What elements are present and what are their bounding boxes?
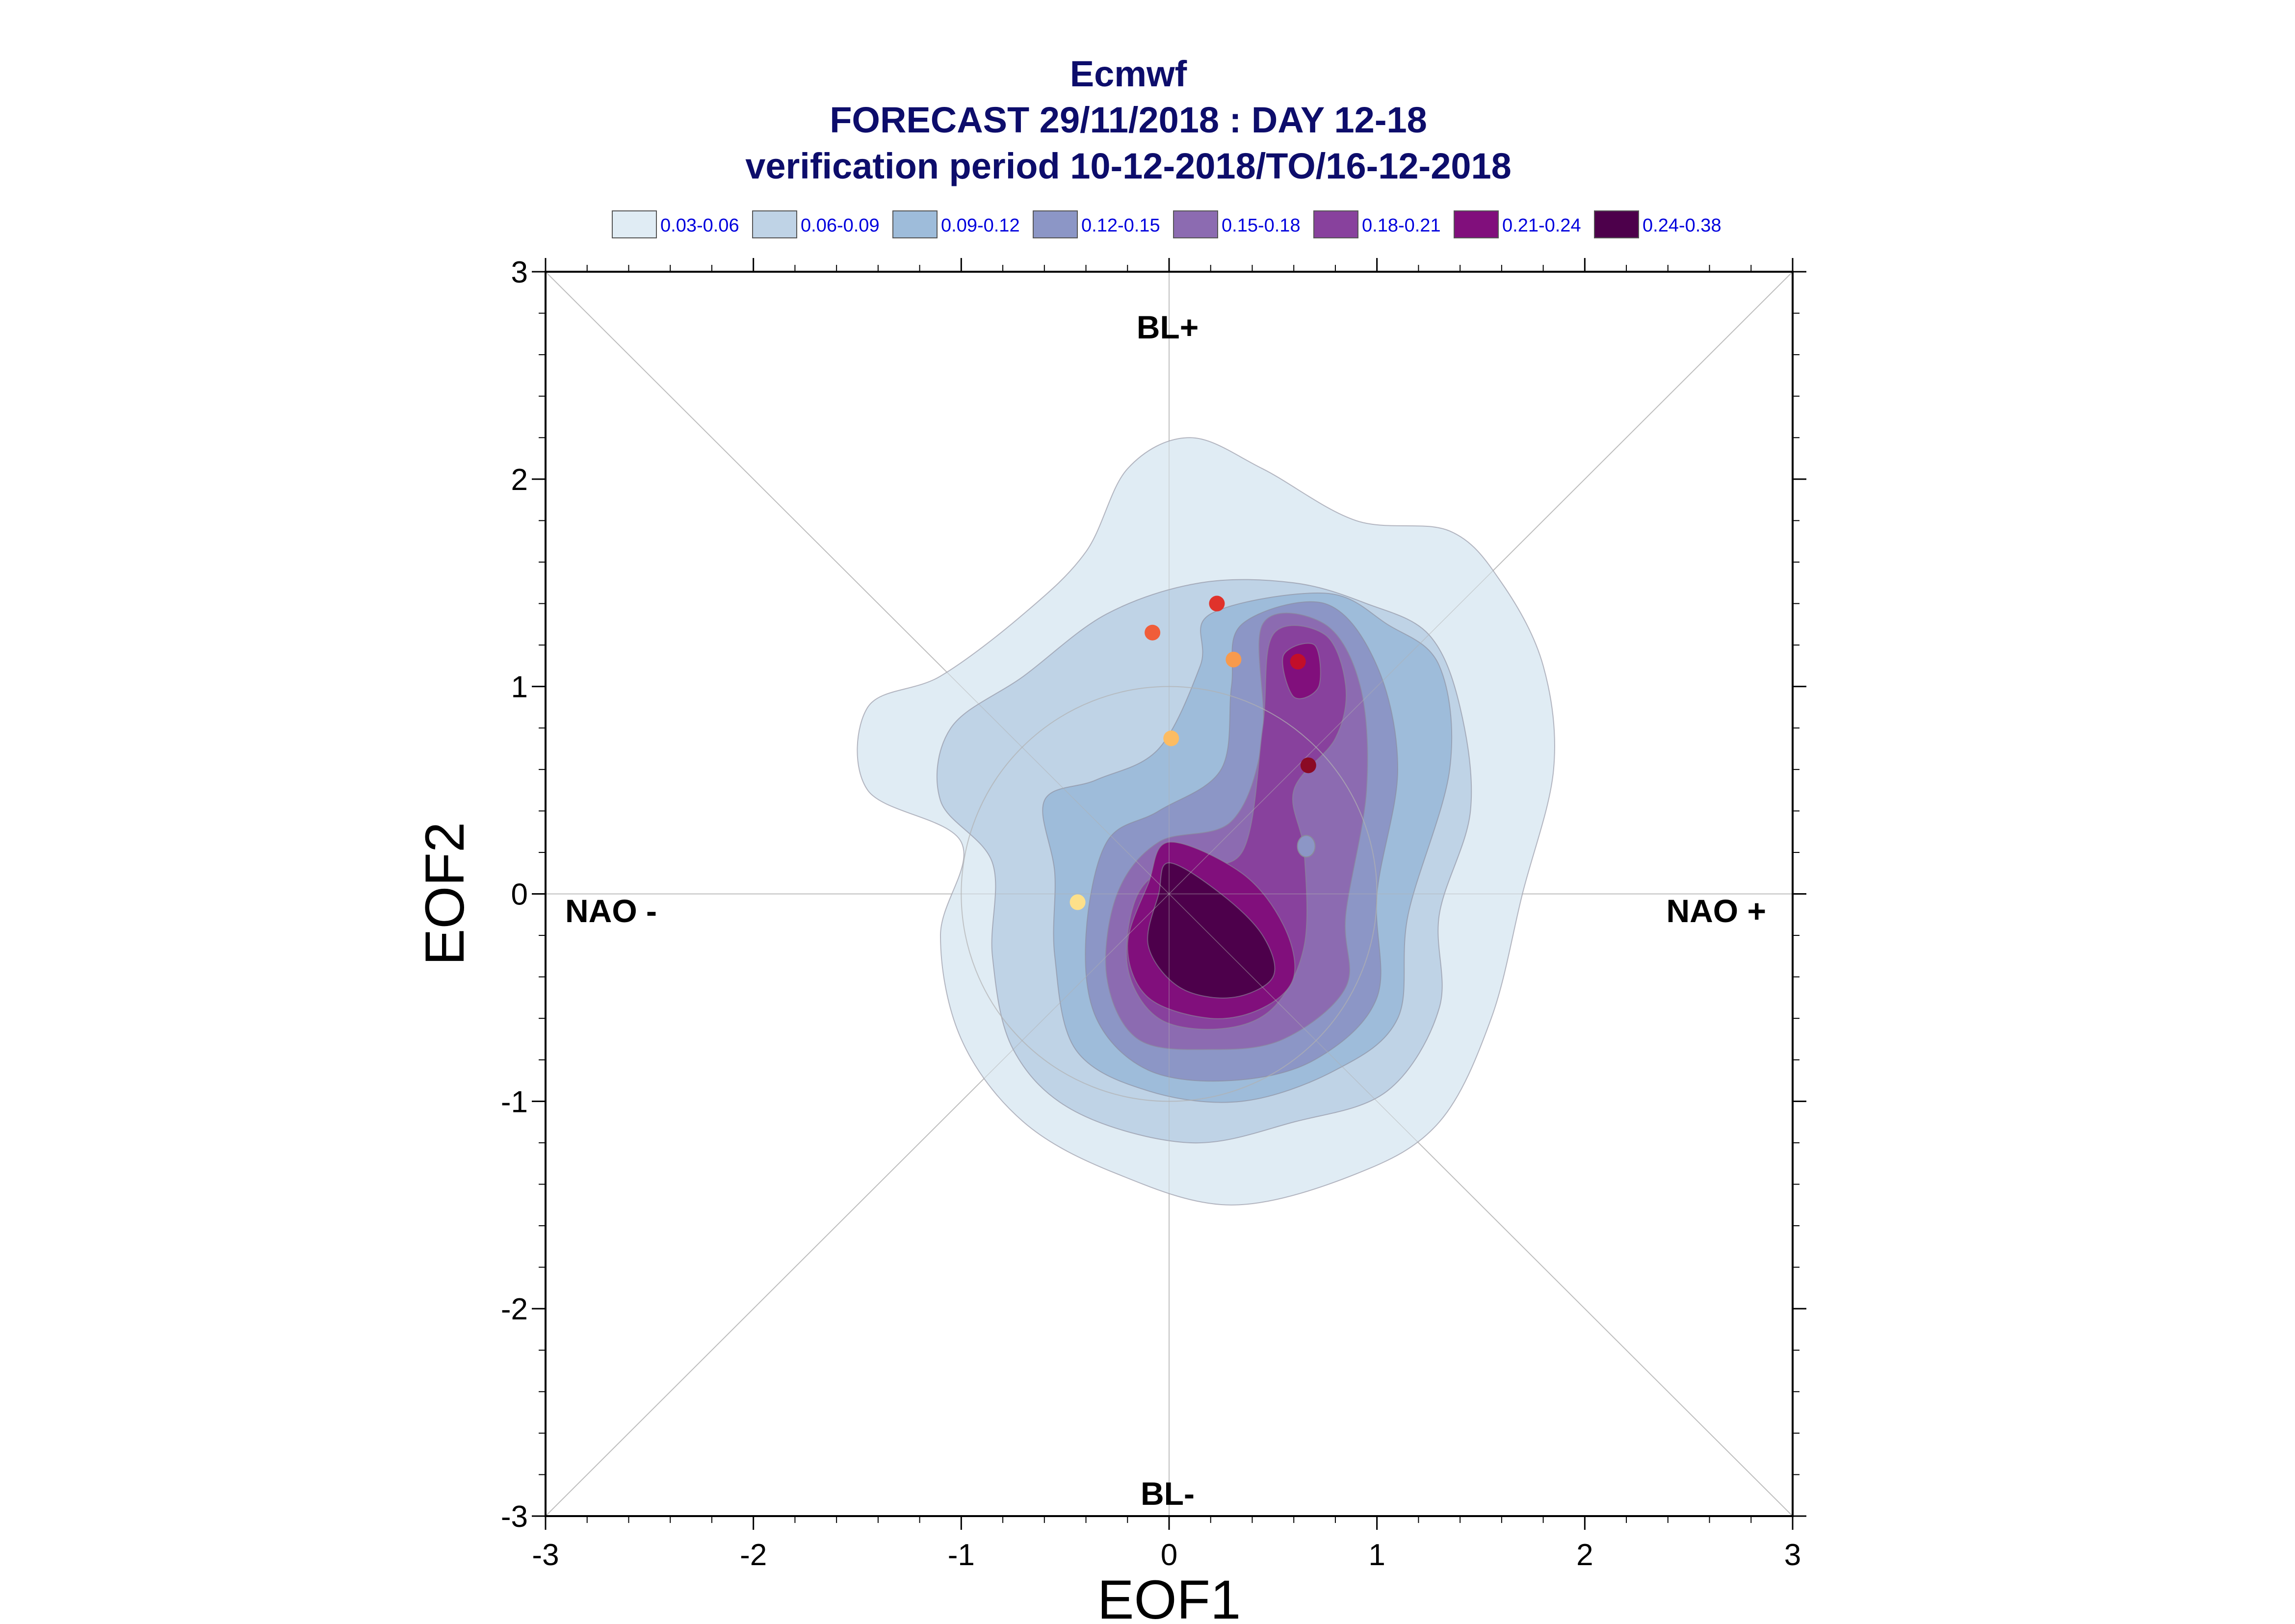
y-tick-label: -2: [501, 1292, 528, 1326]
legend-swatch: [1033, 210, 1078, 238]
x-tick-label: -3: [532, 1538, 559, 1572]
x-tick-label: 2: [1576, 1538, 1593, 1572]
legend-label: 0.18-0.21: [1362, 215, 1441, 236]
y-tick-label: -1: [501, 1085, 528, 1119]
legend-swatch: [1173, 210, 1218, 238]
legend-label: 0.06-0.09: [801, 215, 880, 236]
legend-label: 0.15-0.18: [1222, 215, 1301, 236]
regime-label-nao-plus: NAO +: [1666, 893, 1766, 929]
title-line-2: FORECAST 29/11/2018 : DAY 12-18: [830, 100, 1427, 140]
x-tick-label: 1: [1368, 1538, 1385, 1572]
regime-label-bl-minus: BL-: [1141, 1475, 1195, 1512]
regime-label-nao-minus: NAO -: [565, 893, 657, 929]
x-tick-label: -1: [948, 1538, 975, 1572]
legend-label: 0.24-0.38: [1643, 215, 1721, 236]
reference-overlay: [545, 271, 1793, 1517]
legend-label: 0.21-0.24: [1502, 215, 1581, 236]
y-tick-label: 3: [511, 256, 528, 289]
legend-swatch: [752, 210, 797, 238]
legend-label: 0.12-0.15: [1081, 215, 1160, 236]
ensemble-point: [1290, 653, 1306, 670]
axes: -3 -2 -1 0 1 2 3 -3 -2 -1 0 1 2 3: [501, 256, 1806, 1572]
density-blob: [1297, 835, 1316, 858]
x-axis-title: EOF1: [1097, 1569, 1241, 1624]
x-tick-label: 3: [1784, 1538, 1801, 1572]
y-tick-label: -3: [501, 1500, 528, 1534]
legend-swatch: [892, 210, 938, 238]
legend-swatch: [1454, 210, 1499, 238]
legend-swatch: [1594, 210, 1639, 238]
x-tick-label: 0: [1161, 1538, 1177, 1572]
y-axis-title: EOF2: [414, 822, 475, 966]
density-contours: [857, 437, 1555, 1206]
legend-label: 0.09-0.12: [941, 215, 1020, 236]
plot-area: -3 -2 -1 0 1 2 3 -3 -2 -1 0 1 2 3: [501, 256, 1806, 1572]
y-tick-label: 2: [511, 463, 528, 497]
legend-label: 0.03-0.06: [660, 215, 739, 236]
x-tick-label: -2: [740, 1538, 767, 1572]
ensemble-points: [1069, 595, 1316, 910]
y-tick-label: 0: [511, 878, 528, 912]
legend-swatch: [1313, 210, 1358, 238]
ensemble-point: [1300, 757, 1316, 773]
ensemble-point: [1145, 624, 1161, 641]
ensemble-point: [1069, 894, 1086, 910]
title-line-1: Ecmwf: [1070, 53, 1187, 94]
y-tick-label: 1: [511, 670, 528, 704]
title-line-3: verification period 10-12-2018/TO/16-12-…: [745, 146, 1512, 186]
density-contour: [1147, 862, 1276, 999]
ensemble-point: [1163, 730, 1179, 747]
ensemble-point: [1209, 595, 1225, 612]
chart-title: Ecmwf FORECAST 29/11/2018 : DAY 12-18 ve…: [745, 53, 1512, 186]
legend-swatch: [612, 210, 657, 238]
legend: 0.03-0.06 0.06-0.09 0.09-0.12 0.12-0.15 0.15…: [612, 210, 1721, 238]
regime-label-bl-plus: BL+: [1137, 309, 1199, 345]
ensemble-point: [1226, 651, 1242, 668]
